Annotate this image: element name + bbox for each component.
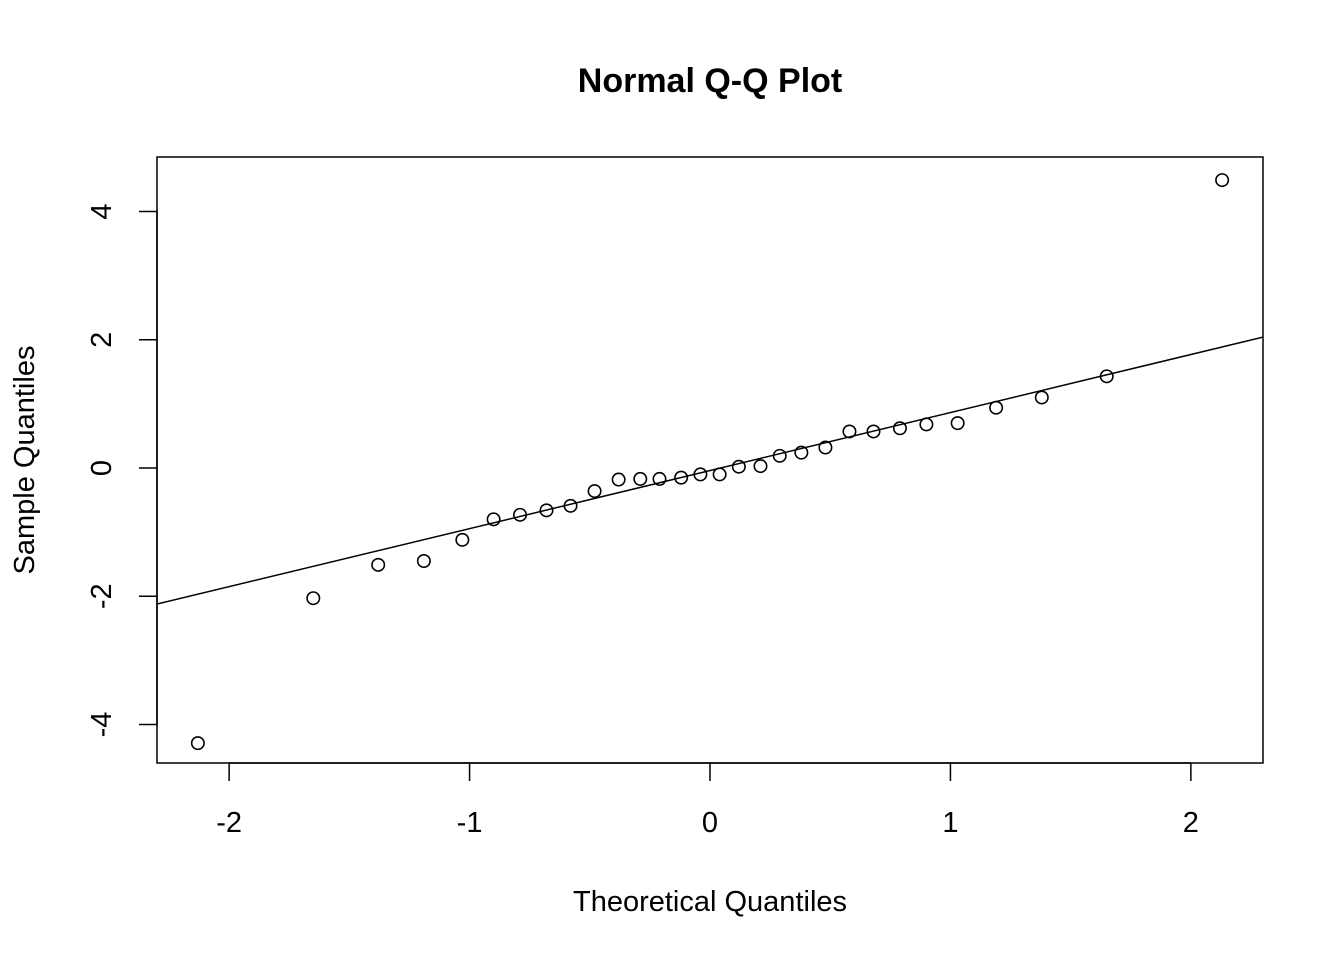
data-point — [794, 445, 809, 460]
data-point — [950, 416, 965, 431]
x-axis-label: Theoretical Quantiles — [573, 886, 847, 918]
data-point — [633, 471, 648, 486]
x-tick-label: 2 — [1183, 807, 1199, 839]
plot-frame — [156, 156, 1264, 764]
x-tick-label: -2 — [216, 807, 242, 839]
data-point — [1099, 369, 1114, 384]
x-tick-label: 0 — [702, 807, 718, 839]
data-point — [1215, 173, 1230, 188]
reference-line-group — [157, 336, 1263, 605]
data-point — [455, 532, 470, 547]
y-axis: -4 -2 0 2 4 — [86, 203, 158, 738]
data-point — [563, 498, 578, 513]
data-point — [892, 421, 907, 436]
data-point — [772, 448, 787, 463]
data-point — [712, 467, 727, 482]
data-point — [1034, 390, 1049, 405]
data-point — [842, 424, 857, 439]
points-group — [190, 173, 1230, 751]
y-tick-label: 0 — [86, 460, 118, 476]
data-point — [190, 736, 205, 751]
data-point — [513, 507, 528, 522]
x-tick-label: 1 — [942, 807, 958, 839]
y-axis-label: Sample Quantiles — [9, 346, 41, 575]
data-point — [539, 503, 554, 518]
data-point — [731, 459, 746, 474]
x-axis: -2 -1 0 1 2 — [216, 762, 1199, 839]
data-point — [989, 400, 1004, 415]
data-point — [866, 424, 881, 439]
data-point — [753, 459, 768, 474]
y-tick-label: 4 — [86, 203, 118, 219]
data-point — [371, 557, 386, 572]
data-point — [693, 467, 708, 482]
data-point — [611, 472, 626, 487]
data-point — [818, 440, 833, 455]
data-point — [416, 553, 431, 568]
data-point — [306, 591, 321, 606]
y-tick-label: 2 — [86, 332, 118, 348]
data-point — [652, 471, 667, 486]
qq-reference-line — [157, 336, 1263, 605]
y-tick-label: -4 — [86, 712, 118, 738]
data-point — [919, 417, 934, 432]
data-point — [486, 512, 501, 527]
y-tick-label: -2 — [86, 583, 118, 609]
data-point — [674, 470, 689, 485]
data-point — [587, 484, 602, 499]
x-tick-label: -1 — [457, 807, 483, 839]
chart-title: Normal Q-Q Plot — [578, 62, 842, 100]
